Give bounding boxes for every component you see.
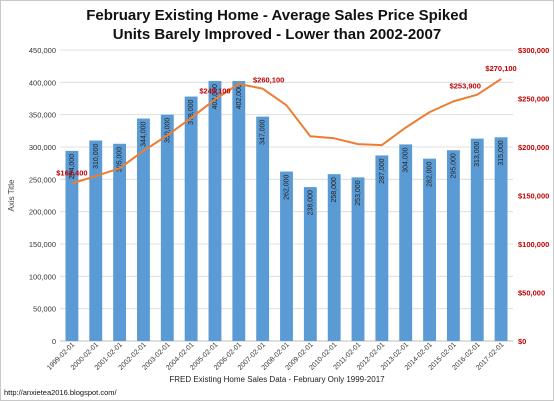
bar-value-label: 294,000 [69, 154, 76, 179]
right-axis-tick-label: $100,000 [518, 240, 549, 249]
bar-value-label: 304,000 [403, 147, 410, 172]
bar [303, 187, 317, 341]
right-axis-tick-label: $250,000 [518, 95, 549, 104]
left-axis-tick-label: 250,000 [29, 175, 56, 184]
right-axis-tick-label: $50,000 [518, 289, 545, 298]
bar [65, 150, 79, 341]
bar [446, 150, 460, 341]
bar-value-label: 378,000 [188, 99, 195, 124]
bar-value-label: 282,000 [427, 162, 434, 187]
bar-value-label: 253,000 [355, 180, 362, 205]
bar [137, 118, 150, 342]
left-axis-tick-label: 350,000 [29, 111, 56, 120]
line-series [71, 78, 502, 185]
bar-value-label: 315,000 [498, 140, 505, 165]
bar [375, 155, 389, 341]
y-axis-title: Axis Title [7, 179, 16, 212]
bar-value-label: 402,000 [236, 84, 243, 109]
bar [89, 140, 103, 341]
bar-value-label: 258,000 [331, 177, 338, 202]
bar-value-label: 305,000 [117, 147, 124, 172]
left-axis-tick-label: 300,000 [29, 143, 56, 152]
bar-value-label: 344,000 [140, 121, 147, 146]
x-axis-title: FRED Existing Home Sales Data - February… [169, 375, 385, 384]
chart-title: February Existing Home - Average Sales P… [86, 7, 468, 24]
bar [470, 138, 484, 341]
bar [184, 96, 198, 341]
bar [423, 158, 436, 341]
line-annotation: $260,100 [253, 76, 284, 85]
right-axis-tick-label: $0 [518, 337, 526, 346]
bar-value-label: 310,000 [93, 143, 100, 168]
source-url: http://anxietea2016.blogspot.com/ [4, 388, 117, 397]
line-annotation: $270,100 [485, 64, 516, 73]
bar [351, 177, 365, 341]
left-axis-tick-label: 400,000 [29, 78, 56, 87]
bar [208, 81, 222, 341]
right-axis-tick-label: $150,000 [518, 192, 549, 201]
bar [113, 143, 127, 341]
line-annotation: $253,900 [450, 82, 481, 91]
right-axis-tick-label: $200,000 [518, 143, 549, 152]
left-axis-tick-label: 200,000 [29, 208, 56, 217]
bar-value-label: 295,000 [450, 153, 457, 178]
bar-value-label: 262,000 [284, 174, 291, 199]
bar [232, 81, 246, 341]
bar-value-label: 287,000 [379, 158, 386, 183]
bar [160, 114, 174, 342]
left-axis-tick-label: 0 [52, 337, 56, 346]
bar [280, 171, 293, 341]
left-axis-tick-label: 100,000 [29, 272, 56, 281]
chart-subtitle: Units Barely Improved - Lower than 2002-… [112, 26, 442, 43]
left-axis-tick-label: 450,000 [29, 46, 56, 55]
line-annotation: $162,400 [56, 168, 87, 177]
bar-value-label: 347,000 [260, 120, 267, 145]
bar-value-label: 238,000 [307, 190, 314, 215]
left-axis-tick-label: 50,000 [33, 305, 56, 314]
bar-value-label: 350,000 [164, 118, 171, 143]
bar [494, 137, 508, 341]
bar-value-label: 402,000 [212, 84, 219, 109]
bar-value-label: 313,000 [474, 141, 481, 166]
bar [327, 174, 341, 341]
bar [399, 144, 413, 341]
right-axis-tick-label: $300,000 [518, 46, 549, 55]
bar [256, 116, 270, 342]
left-axis-tick-label: 150,000 [29, 240, 56, 249]
line-annotation: $249,100 [199, 86, 230, 95]
